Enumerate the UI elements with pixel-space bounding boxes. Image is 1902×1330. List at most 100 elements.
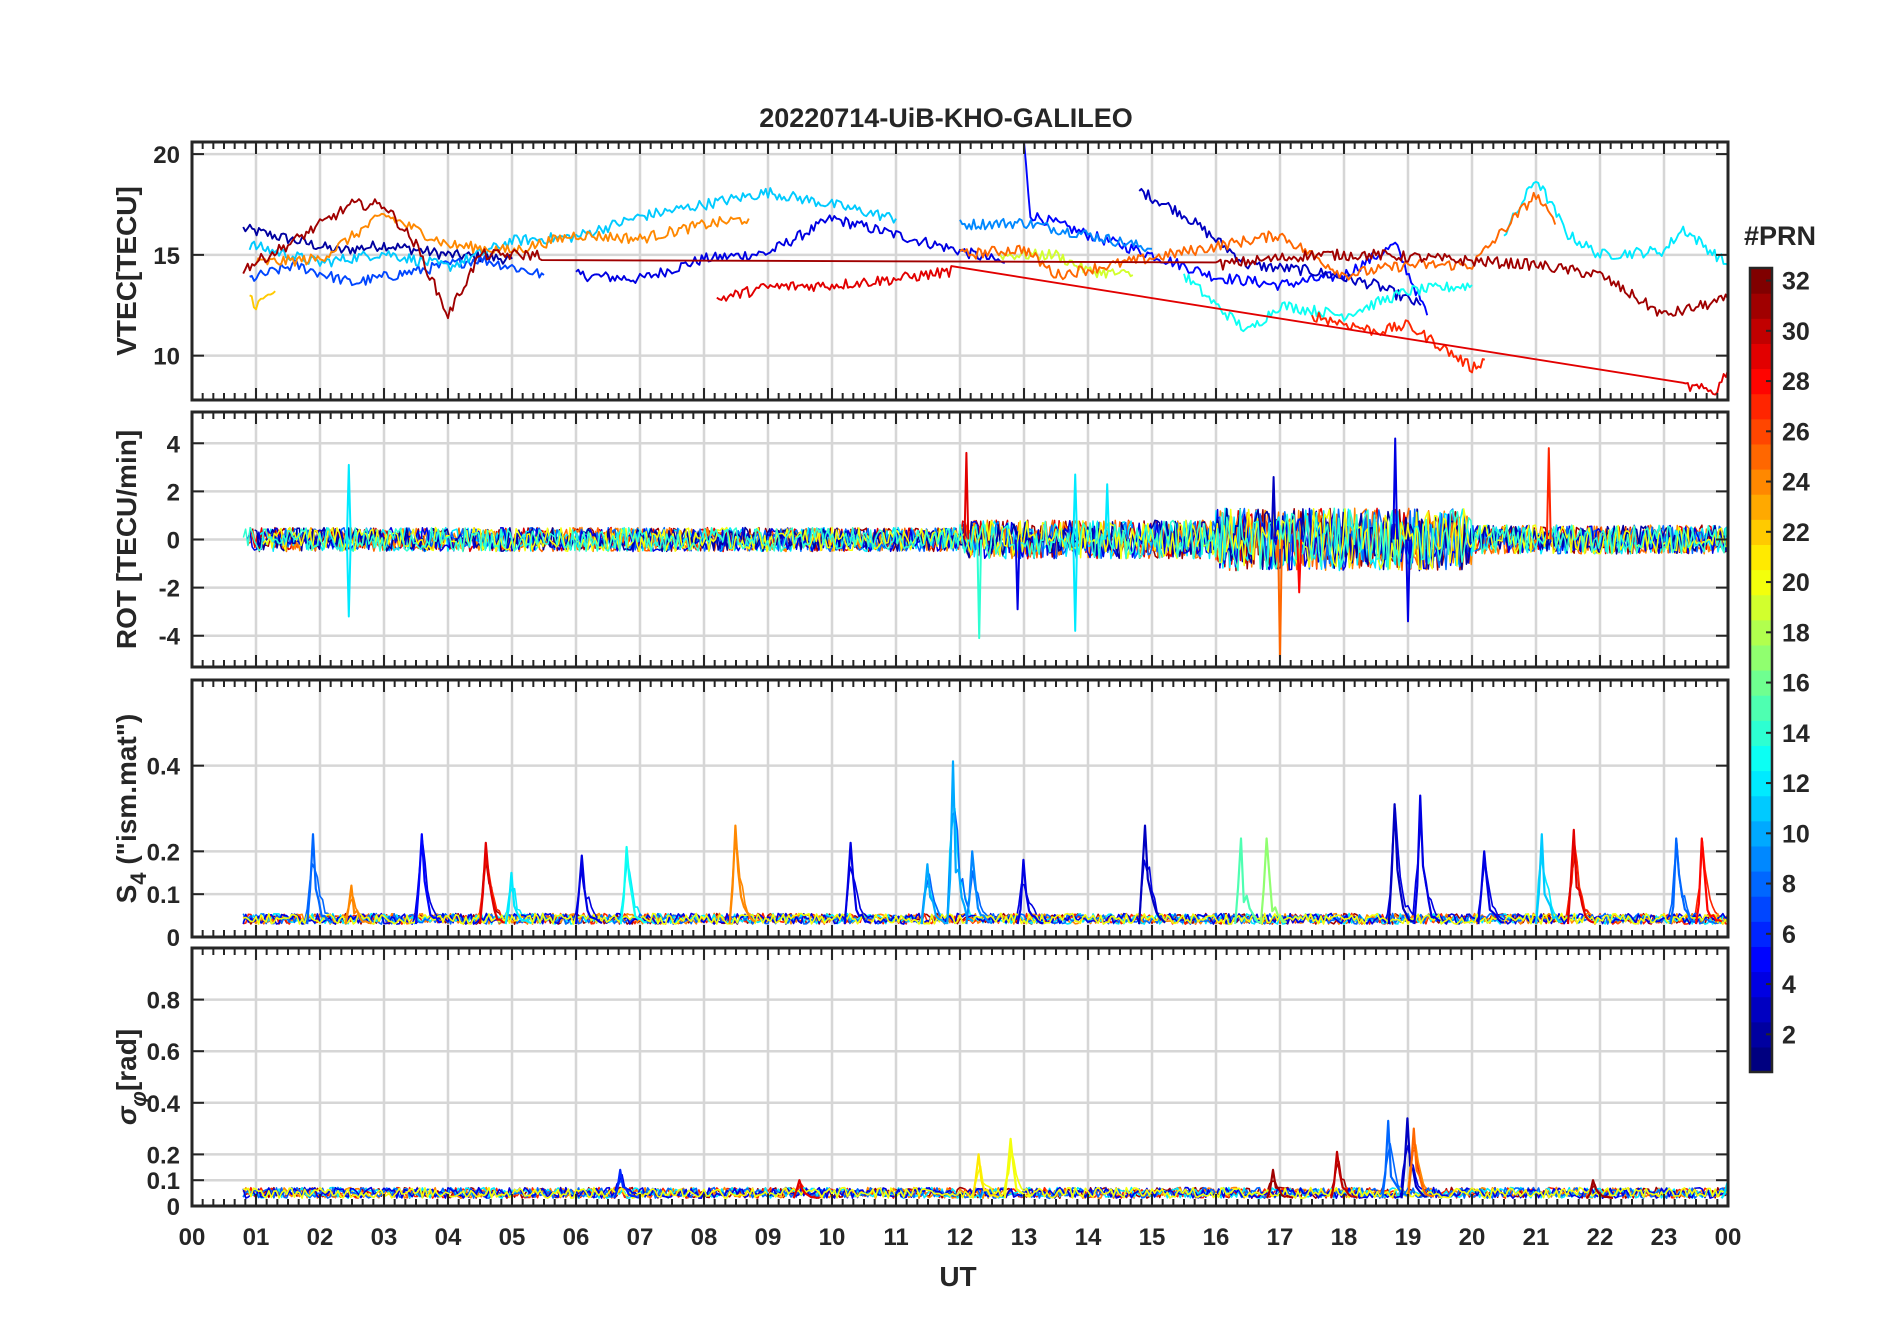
colorbar-title: #PRN: [1744, 221, 1816, 251]
peak-prn-29: [478, 841, 507, 925]
peak-prn-25: [1406, 1127, 1435, 1199]
data-lines: [242, 760, 1728, 925]
colorbar-frame: [1748, 266, 1774, 1074]
peak-prn-12: [1720, 1181, 1728, 1199]
y-tick-label: 2: [167, 479, 180, 506]
x-tick-label: 01: [243, 1224, 270, 1251]
colorbar-swatch: [1750, 469, 1772, 495]
peak-prn-17: [1259, 837, 1287, 925]
colorbar-tick-label: 26: [1782, 418, 1810, 446]
series-prn-14: [242, 507, 1728, 572]
series-prn-11: [248, 187, 897, 272]
y-tick-label: -2: [159, 576, 180, 603]
y-tick-label: 0.4: [147, 754, 181, 781]
peak-prn-11: [1534, 833, 1562, 925]
series-prn-20: [243, 1149, 1728, 1199]
colorbar-swatch: [1750, 343, 1772, 370]
colorbar-tick-label: 14: [1782, 720, 1810, 748]
colorbar-tick-label: 30: [1782, 318, 1810, 346]
colorbar-tick-label: 2: [1782, 1021, 1796, 1049]
spike-prn-12: [1104, 483, 1111, 540]
x-tick-label: 10: [819, 1224, 846, 1251]
peak-prn-5: [414, 833, 443, 925]
colorbar-swatch: [1750, 293, 1772, 319]
series-prn-27: [1311, 311, 1486, 374]
series-prn-24: [242, 846, 1728, 925]
tick-marks: [191, 142, 1729, 400]
panel-2: -4 -2 0 2 4 ROT [TECU/min]: [111, 410, 1730, 669]
spike-prn-4: [1392, 437, 1399, 540]
data-lines: [242, 1117, 1728, 1200]
peak-prn-24: [728, 824, 756, 925]
x-tick-label: 17: [1267, 1224, 1294, 1251]
peak-prn-3: [1387, 803, 1415, 925]
x-tick-label: 02: [307, 1224, 334, 1251]
series-prn-8: [242, 811, 1728, 925]
y-tick-label: 0.1: [147, 882, 180, 909]
peak-prn-20: [1003, 1137, 1032, 1199]
colorbar-tick-label: 18: [1782, 619, 1810, 647]
peak-prn-31: [1266, 1168, 1294, 1199]
colorbar-swatch: [1750, 745, 1772, 772]
tick-marks: [191, 680, 1729, 938]
panel-1: 10 15 20 VTEC[TECU]: [111, 140, 1730, 402]
x-tick-label: 00: [179, 1224, 206, 1251]
tick-marks: [191, 412, 1729, 667]
series-prn-2: [242, 223, 513, 265]
data-lines: [242, 437, 1728, 661]
x-tick-label: 04: [435, 1224, 462, 1251]
x-tick-label: 16: [1203, 1224, 1230, 1251]
colorbar-swatch: [1750, 770, 1772, 797]
y-tick-label: 0.8: [147, 988, 180, 1015]
x-axis: 00 01 02 03 04 05 06 07 08 09 10 11 12 13 14 15 16 17 18 19…: [179, 1224, 1742, 1251]
colorbar-swatch: [1750, 644, 1772, 671]
colorbar-swatch: [1750, 1046, 1772, 1073]
colorbar-tick-label: 24: [1782, 469, 1810, 497]
colorbar-swatch: [1750, 619, 1772, 646]
spike-prn-12: [345, 539, 352, 618]
x-tick-label: 22: [1587, 1224, 1614, 1251]
peak-prn-3: [1400, 1117, 1428, 1199]
colorbar-swatch: [1750, 418, 1772, 445]
spike-prn-27: [1545, 447, 1552, 540]
data-lines: [242, 142, 1728, 396]
spike-prn-4: [1405, 539, 1411, 623]
tick-marks: [191, 948, 1729, 1207]
colorbar-swatch: [1750, 569, 1772, 596]
peak-prn-24: [344, 884, 372, 925]
colorbar-swatch: [1750, 795, 1772, 822]
y-tick-label: 0: [167, 528, 180, 555]
peak-prn-30: [1330, 1150, 1358, 1199]
spike-prn-29: [963, 451, 970, 540]
colorbar-tick-label: 6: [1782, 921, 1796, 949]
x-tick-label: 11: [883, 1224, 908, 1251]
colorbar-swatch: [1750, 720, 1772, 746]
colorbar-swatch: [1750, 268, 1772, 294]
y-axis-label: VTEC[TECU]: [111, 186, 142, 356]
panel-4: 00.10.2 0.4 0.6 0.8 σφ[rad]: [111, 946, 1730, 1221]
colorbar-swatch: [1750, 393, 1772, 420]
colorbar-swatch: [1750, 971, 1772, 998]
series-prn-29: [716, 265, 1728, 396]
peak-prn-15: [1234, 837, 1262, 925]
colorbar-swatch: [1750, 519, 1772, 545]
spike-prn-3: [1270, 476, 1277, 540]
peak-prn-29: [792, 1179, 820, 1199]
colorbar-swatch: [1750, 820, 1772, 847]
colorbar-tick-label: 10: [1782, 820, 1810, 848]
colorbar-tick-label: 8: [1782, 871, 1796, 899]
series-prn-12: [1503, 180, 1728, 266]
figure-title: 20220714-UiB-KHO-GALILEO: [759, 103, 1133, 133]
x-tick-label: 06: [563, 1224, 590, 1251]
y-tick-label: 4: [167, 431, 181, 458]
colorbar-tick-label: 20: [1782, 569, 1810, 597]
colorbar-swatch: [1750, 443, 1772, 470]
series-prn-20: [242, 912, 1728, 925]
y-tick-label: 0: [167, 925, 180, 952]
peak-prn-13: [619, 845, 647, 925]
colorbar-tick-label: 16: [1782, 670, 1810, 698]
peak-prn-4: [1477, 850, 1505, 925]
series-prn-3: [1138, 187, 1422, 306]
colorbar-swatch: [1750, 318, 1772, 344]
